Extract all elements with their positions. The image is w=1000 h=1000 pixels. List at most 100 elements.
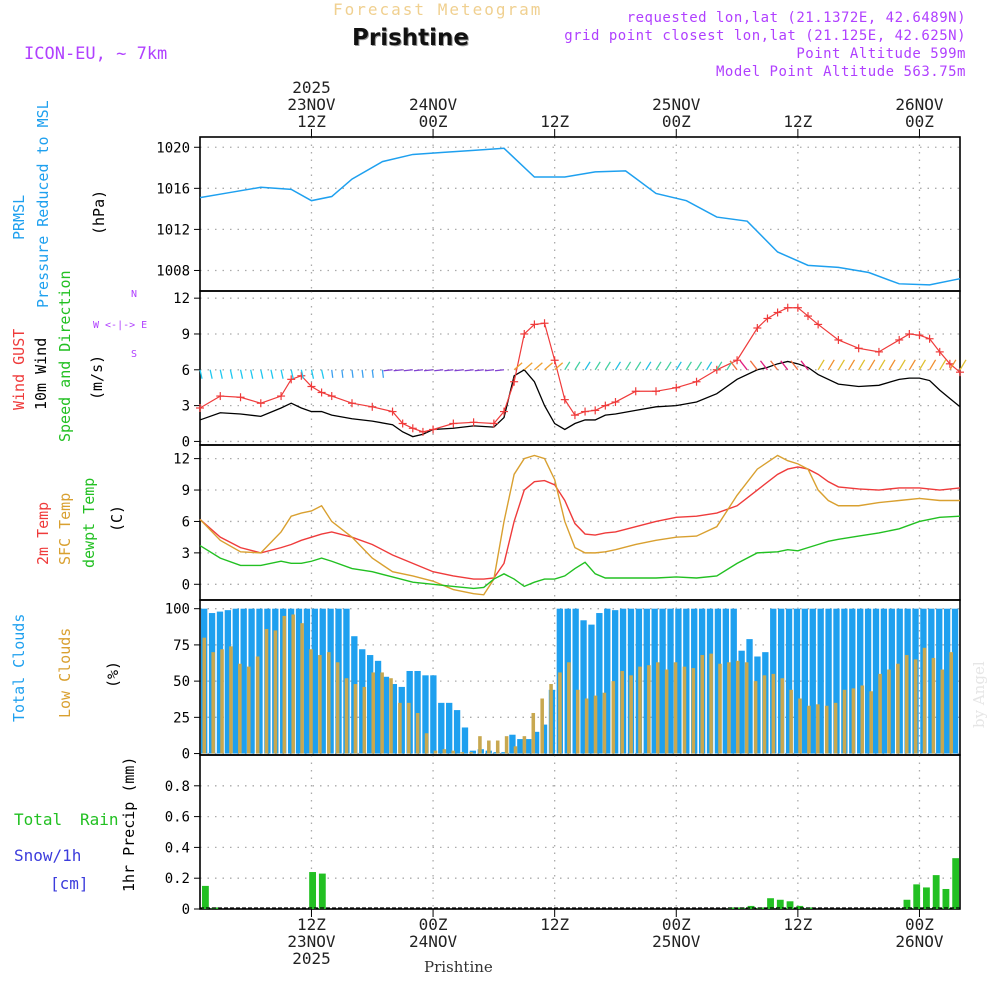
total-cloud-bar	[280, 608, 287, 754]
precip-bar	[318, 873, 326, 909]
total-cloud-bar	[319, 608, 326, 754]
total-cloud-bar	[540, 724, 548, 754]
total-cloud-bar	[572, 608, 579, 754]
bottom-time-label: 12Z	[297, 915, 326, 934]
wind-direction-arrow	[665, 361, 672, 371]
low-cloud-bar	[931, 657, 936, 754]
low-cloud-bar	[442, 749, 447, 754]
wind-direction-arrow	[260, 369, 264, 379]
low-cloud-bar	[469, 752, 473, 754]
low-cloud-bar	[682, 666, 687, 754]
total-cloud-bar	[825, 608, 832, 754]
model-altitude: Model Point Altitude 563.75m	[715, 64, 966, 80]
wind-line	[199, 360, 961, 438]
wind-tick-label: 0	[182, 434, 190, 450]
total-cloud-bar	[904, 608, 911, 754]
low-cloud-bar	[780, 678, 785, 754]
low-cloud-bar	[389, 678, 393, 754]
wind-direction-arrow	[827, 359, 835, 371]
low-cloud-bar	[531, 712, 536, 754]
low-cloud-bar	[220, 649, 224, 754]
low-cloud-bar	[211, 652, 215, 754]
total-cloud-bar	[374, 660, 382, 754]
low-cloud-bar	[878, 673, 882, 754]
precip-bar	[757, 907, 765, 909]
precip-bar	[806, 907, 813, 909]
total-cloud-bar	[556, 608, 564, 754]
wind-direction-arrow	[584, 361, 591, 371]
requested-coords: requested lon,lat (21.1372E, 42.6489N)	[626, 10, 966, 26]
temp-dewpt-label: dewpt Temp	[80, 477, 98, 568]
bottom-time-label: 26NOV	[895, 932, 944, 951]
pressure-label-1: PRMSL	[10, 194, 28, 240]
wind-direction-arrow	[726, 361, 733, 371]
wind-direction-arrow	[290, 369, 294, 379]
low-cloud-bar	[433, 750, 438, 754]
wind-direction-arrow	[393, 369, 403, 372]
precip-bar	[776, 899, 784, 909]
total-cloud-bar	[430, 675, 437, 754]
wind-unit: (m/s)	[88, 354, 106, 400]
wind-direction-arrow	[878, 359, 886, 371]
wind-tick-label: 12	[173, 291, 190, 307]
top-time-label: 00Z	[419, 112, 448, 131]
wind-direction-arrow	[908, 359, 916, 371]
total-cloud-bar	[216, 611, 224, 754]
temp-unit: (C)	[108, 504, 126, 532]
low-cloud-bar	[398, 702, 402, 754]
total-cloud-bar	[501, 752, 508, 754]
total-cloud-bar	[849, 608, 856, 754]
bottom-time-label: 12Z	[540, 915, 569, 934]
low-cloud-bar	[744, 662, 749, 754]
wind-direction-arrow	[729, 360, 738, 371]
total-cloud-bar	[643, 608, 650, 754]
total-cloud-bar	[382, 676, 390, 754]
precip-bar	[786, 901, 794, 909]
wind-direction-arrow	[464, 369, 474, 372]
low-cloud-bar	[513, 746, 518, 754]
total-cloud-bar	[691, 608, 698, 754]
wind-direction-arrow	[444, 369, 454, 372]
total-cloud-bar	[422, 675, 429, 754]
top-time-label: 24NOV	[409, 95, 458, 114]
precip-bar	[747, 905, 755, 909]
wind-direction-arrow	[564, 361, 571, 371]
total-cloud-bar	[390, 684, 398, 754]
clouds-unit: (%)	[104, 660, 122, 688]
top-time-label: 26NOV	[895, 95, 944, 114]
low-cloud-bar	[851, 688, 856, 754]
temp-dewpt-line	[199, 515, 961, 590]
wind-direction-arrow	[625, 361, 632, 371]
low-cloud-bar	[495, 740, 500, 754]
wind-direction-arrow	[199, 369, 203, 379]
total-cloud-bar	[414, 670, 421, 754]
top-time-label: 12Z	[297, 112, 326, 131]
compass-n: N	[131, 289, 138, 300]
pressure-line	[199, 147, 961, 286]
total-cloud-bar	[746, 639, 753, 754]
wind-direction-arrow	[770, 360, 779, 371]
total-cloud-bar	[232, 608, 239, 754]
total-cloud-bar	[493, 752, 500, 754]
total-cloud-bar	[295, 608, 303, 754]
precip-tick-label: 0.6	[165, 810, 190, 826]
low-cloud-bar	[824, 705, 829, 754]
low-cloud-bar	[549, 684, 553, 754]
legend-total: Total	[14, 810, 63, 829]
bottom-time-label: 24NOV	[409, 932, 458, 951]
low-cloud-bar	[887, 669, 891, 754]
precip-tick-label: 0.8	[165, 779, 190, 795]
wind-direction-arrow	[695, 361, 703, 371]
total-cloud-bar	[777, 608, 785, 754]
wind-gust-label: Wind GUST	[10, 328, 28, 410]
bottom-time-label: 25NOV	[652, 932, 701, 951]
low-cloud-bar	[202, 637, 207, 754]
total-cloud-bar	[604, 608, 611, 754]
total-cloud-bar	[406, 670, 413, 754]
total-cloud-bar	[928, 608, 935, 754]
compass-s: S	[131, 349, 138, 360]
total-cloud-bar	[864, 608, 872, 754]
bottom-time-label: 00Z	[905, 915, 934, 934]
total-cloud-bar	[943, 608, 951, 754]
total-cloud-bar	[564, 608, 571, 754]
